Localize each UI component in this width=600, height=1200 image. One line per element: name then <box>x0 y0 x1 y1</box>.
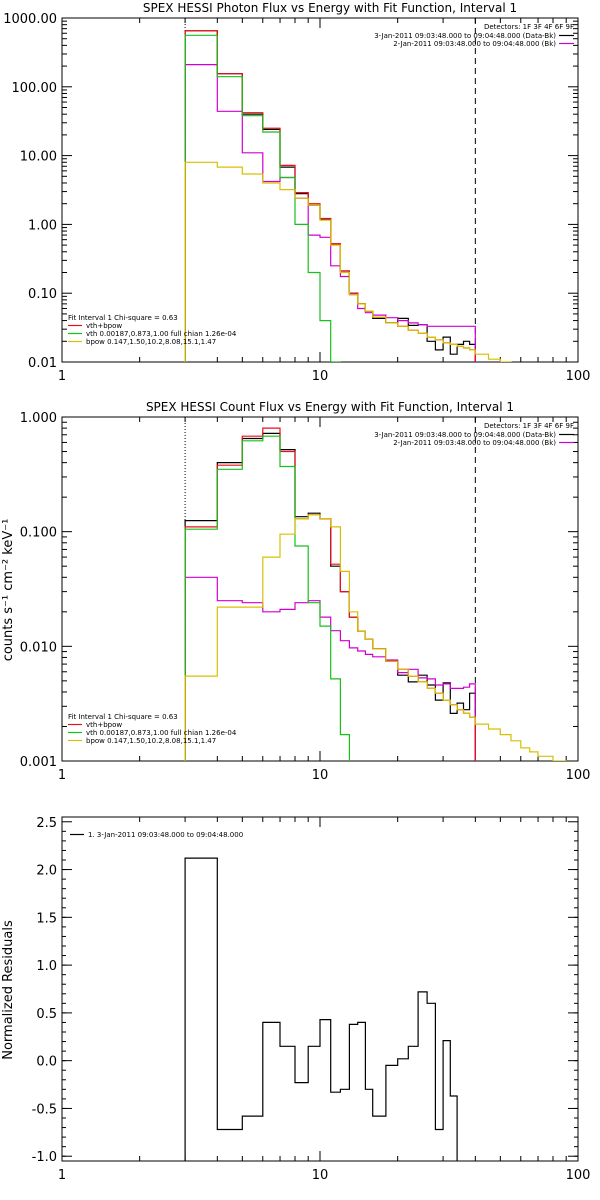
plot-frame <box>61 416 579 762</box>
count-panel-ylabel: counts s⁻¹ cm⁻² keV⁻¹ <box>1 519 16 662</box>
x-tick-label: 10 <box>312 1168 329 1183</box>
count-panel-title: SPEX HESSI Count Flux vs Energy with Fit… <box>146 400 514 414</box>
y-tick-label: 1.000 <box>20 411 57 426</box>
detectors-label: Detectors: 1F 3F 4F 6F 9F <box>484 23 574 31</box>
fit-legend-label: bpow 0.147,1.50,10.2,8.08,15.1,1.47 <box>86 737 216 745</box>
y-tick-label: 0.010 <box>20 640 57 655</box>
y-tick-label: 0.0 <box>36 1055 57 1070</box>
x-tick-label: 100 <box>566 1168 591 1183</box>
series-line-0 <box>184 857 458 1161</box>
y-tick-label: 0.10 <box>28 287 57 302</box>
y-tick-label: 0.01 <box>28 356 57 371</box>
fit-legend-label: vth 0.00187,0.873,1.00 full chian 1.26e-… <box>86 729 237 737</box>
fit-legend-label: vth 0.00187,0.873,1.00 full chian 1.26e-… <box>86 330 237 338</box>
y-tick-label: 0.5 <box>36 1007 57 1022</box>
x-tick-label: 1 <box>58 369 66 384</box>
y-tick-label: 1.00 <box>28 218 57 233</box>
legend-interval-label: 3-Jan-2011 09:03:48.000 to 09:04:48.000 … <box>374 32 556 40</box>
fit-legend-label: bpow 0.147,1.50,10.2,8.08,15.1,1.47 <box>86 338 216 346</box>
legend-interval-label: 3-Jan-2011 09:03:48.000 to 09:04:48.000 … <box>374 431 556 439</box>
x-tick-label: 10 <box>312 369 329 384</box>
y-tick-label: 1.0 <box>36 959 57 974</box>
series-line-3 <box>184 435 350 761</box>
x-tick-label: 1 <box>58 1168 66 1183</box>
legend-interval-label: 2-Jan-2011 09:03:48.000 to 09:04:48.000 … <box>393 40 556 48</box>
y-tick-label: 2.5 <box>36 816 57 831</box>
detectors-label: Detectors: 1F 3F 4F 6F 9F <box>484 422 574 430</box>
x-tick-label: 100 <box>566 369 591 384</box>
y-tick-label: 0.100 <box>20 526 57 541</box>
series-line-4 <box>184 514 567 761</box>
x-tick-label: 10 <box>312 768 329 783</box>
y-tick-label: -0.5 <box>32 1102 57 1117</box>
y-tick-label: 0.001 <box>20 755 57 770</box>
count-flux-panel: SPEX HESSI Count Flux vs Energy with Fit… <box>1 400 591 783</box>
y-tick-label: 10.00 <box>20 150 57 165</box>
series-line-4 <box>184 161 512 362</box>
y-tick-label: 1.5 <box>36 911 57 926</box>
series-line-3 <box>184 34 341 362</box>
y-tick-label: 2.0 <box>36 864 57 879</box>
fit-legend-header: Fit Interval 1 Chi-square = 0.63 <box>68 314 178 322</box>
photon-flux-panel: SPEX HESSI Photon Flux vs Energy with Fi… <box>3 1 591 384</box>
photon-panel-title: SPEX HESSI Photon Flux vs Energy with Fi… <box>143 1 517 15</box>
legend-interval-label: 2-Jan-2011 09:03:48.000 to 09:04:48.000 … <box>393 439 556 447</box>
y-tick-label: 1000.00 <box>3 12 57 27</box>
plot-frame <box>61 816 579 1162</box>
y-tick-label: 100.00 <box>12 81 58 96</box>
fit-legend-label: vth+bpow <box>86 322 122 330</box>
residuals-panel-ylabel: Normalized Residuals <box>1 920 16 1060</box>
x-tick-label: 100 <box>566 768 591 783</box>
x-tick-label: 1 <box>58 768 66 783</box>
residual-legend-label: 1. 3-Jan-2011 09:03:48.000 to 09:04:48.0… <box>88 831 243 839</box>
series-line-1 <box>184 576 476 761</box>
residuals-panel: Normalized Residuals 1 10 100 -1.0 -0.5 0.0 0.… <box>1 816 591 1183</box>
fit-legend-header: Fit Interval 1 Chi-square = 0.63 <box>68 713 178 721</box>
y-tick-label: -1.0 <box>32 1150 57 1165</box>
fit-legend-label: vth+bpow <box>86 721 122 729</box>
